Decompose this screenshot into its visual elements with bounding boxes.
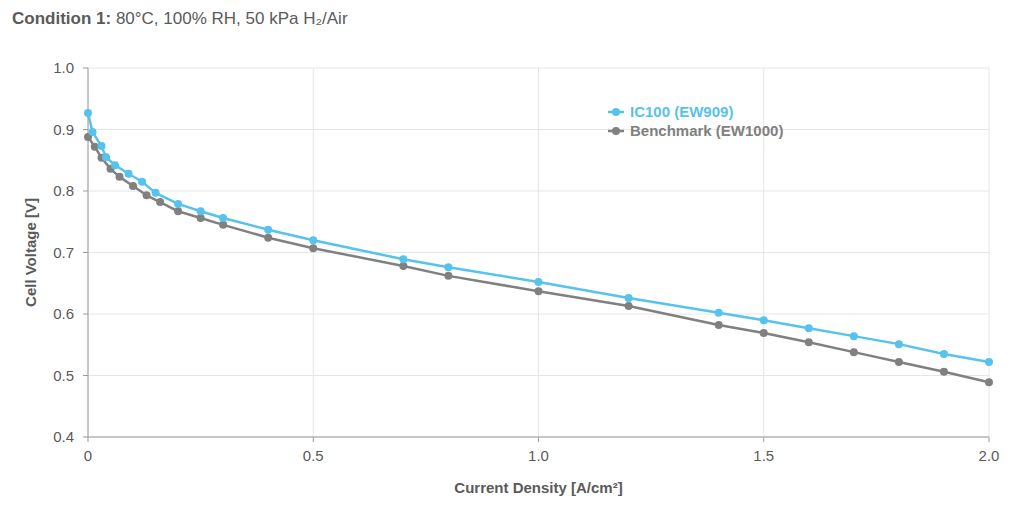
series-point — [174, 207, 182, 215]
x-axis-label: Current Density [A/cm²] — [454, 479, 622, 496]
series-point — [129, 182, 137, 190]
series-point — [895, 358, 903, 366]
tick-y — [83, 191, 88, 192]
series-point — [985, 378, 993, 386]
series-point — [715, 309, 723, 317]
x-axis — [88, 437, 989, 438]
tick-label-x: 0.5 — [303, 447, 324, 464]
y-axis-label: Cell Voltage [V] — [22, 198, 39, 307]
series-point — [805, 324, 813, 332]
series-point — [138, 178, 146, 186]
series-point — [805, 338, 813, 346]
series-point — [940, 350, 948, 358]
tick-label-y: 0.8 — [53, 182, 74, 199]
series-line — [88, 113, 989, 362]
series-point — [143, 191, 151, 199]
tick-y — [83, 375, 88, 376]
series-point — [399, 255, 407, 263]
tick-x — [989, 437, 990, 442]
series-point — [116, 173, 124, 181]
grid-line-y — [88, 68, 989, 69]
series-point — [715, 321, 723, 329]
tick-x — [88, 437, 89, 442]
series-point — [156, 198, 164, 206]
series-point — [535, 278, 543, 286]
series-point — [152, 189, 160, 197]
series-point — [895, 340, 903, 348]
series-point — [125, 170, 133, 178]
series-point — [535, 287, 543, 295]
tick-x — [538, 437, 539, 442]
tick-label-y: 0.5 — [53, 367, 74, 384]
title: Condition 1: 80°C, 100% RH, 50 kPa H₂/Ai… — [12, 9, 348, 28]
series-point — [174, 200, 182, 208]
tick-label-y: 0.4 — [53, 428, 74, 445]
series-point — [264, 226, 272, 234]
tick-y — [83, 68, 88, 69]
grid-line-y — [88, 375, 989, 376]
series-point — [309, 244, 317, 252]
plot-area — [84, 109, 993, 386]
tick-label-x: 0 — [84, 447, 92, 464]
tick-label-x: 2.0 — [979, 447, 1000, 464]
tick-label-y: 1.0 — [53, 59, 74, 76]
tick-x — [313, 437, 314, 442]
tick-label-y: 0.7 — [53, 244, 74, 261]
tick-label-x: 1.0 — [528, 447, 549, 464]
series-point — [102, 153, 110, 161]
tick-x — [763, 437, 764, 442]
series-point — [850, 348, 858, 356]
series-point — [84, 109, 92, 117]
series-point — [760, 329, 768, 337]
grid-line-x — [88, 68, 89, 437]
tick-y — [83, 437, 88, 438]
series-point — [940, 368, 948, 376]
series-line — [88, 137, 989, 382]
series-point — [760, 316, 768, 324]
tick-y — [83, 252, 88, 253]
grid-line-y — [88, 437, 989, 438]
grid-line-y — [88, 314, 989, 315]
series-point — [91, 143, 99, 151]
series-point — [111, 161, 119, 169]
series-point — [197, 207, 205, 215]
tick-y — [83, 129, 88, 130]
tick-label-y: 0.6 — [53, 305, 74, 322]
tick-label-x: 1.5 — [753, 447, 774, 464]
grid-line-y — [88, 129, 989, 130]
series-point — [444, 263, 452, 271]
series-point — [89, 128, 97, 136]
series-point — [309, 236, 317, 244]
series-point — [625, 302, 633, 310]
series-point — [985, 358, 993, 366]
series-point — [98, 142, 106, 150]
series-point — [444, 272, 452, 280]
series-point — [850, 332, 858, 340]
chart: Condition 1: 80°C, 100% RH, 50 kPa H₂/Ai… — [0, 0, 1024, 521]
series-point — [625, 294, 633, 302]
legend-label: Benchmark (EW1000) — [630, 122, 783, 139]
series-point — [219, 214, 227, 222]
grid-line-y — [88, 252, 989, 253]
y-axis — [88, 68, 89, 437]
legend-marker — [612, 108, 620, 116]
legend-label: IC100 (EW909) — [630, 103, 733, 120]
grid-line-y — [88, 191, 989, 192]
legend-marker — [612, 127, 620, 135]
series-point — [264, 234, 272, 242]
tick-label-y: 0.9 — [53, 121, 74, 138]
tick-y — [83, 314, 88, 315]
